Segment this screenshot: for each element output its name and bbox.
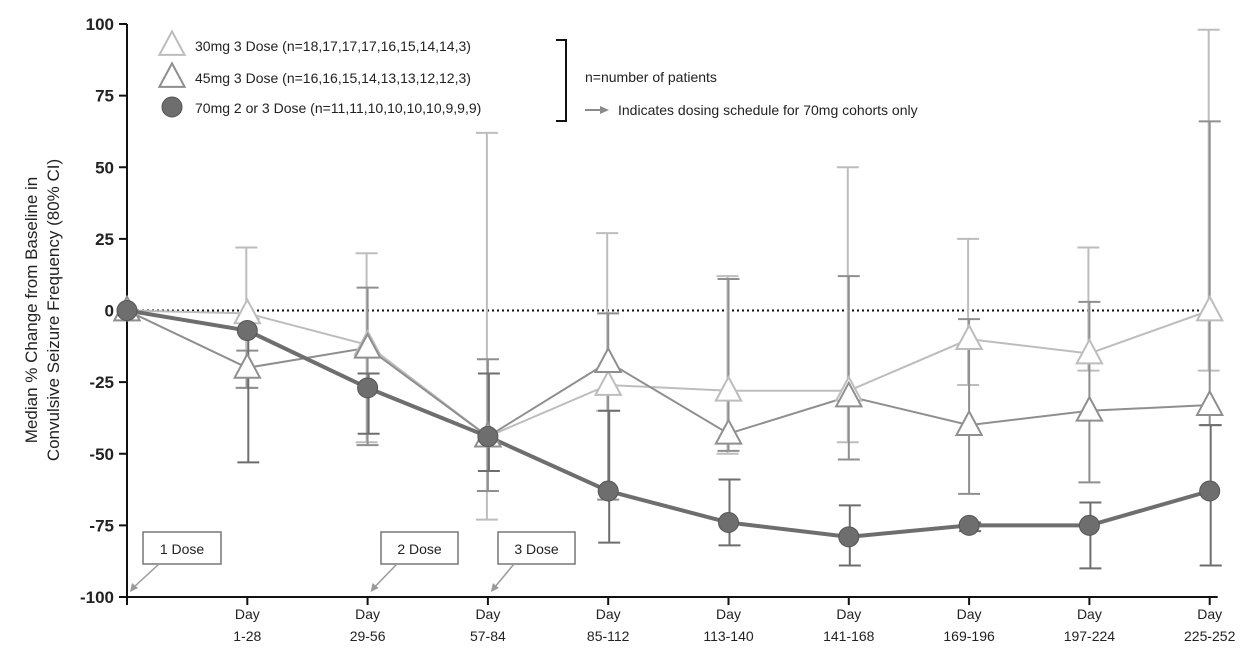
data-point — [1077, 397, 1102, 421]
x-tick-label-day: Day — [1077, 606, 1102, 622]
series-line — [127, 311, 1210, 537]
data-point — [598, 481, 618, 501]
y-tick-label: 75 — [95, 87, 114, 106]
dose-callout-label: 3 Dose — [514, 541, 559, 557]
data-point — [716, 377, 741, 401]
y-tick-label: 100 — [86, 15, 114, 34]
x-tick-label-range: 141-168 — [823, 628, 875, 644]
x-tick-label-day: Day — [1197, 606, 1222, 622]
x-tick-label-range: 197-224 — [1064, 628, 1116, 644]
y-tick-label: -75 — [89, 516, 114, 535]
x-tick-label-range: 225-252 — [1184, 628, 1236, 644]
series-line — [127, 311, 1210, 437]
data-point — [596, 371, 621, 395]
x-tick-label-day: Day — [716, 606, 741, 622]
x-tick-label-range: 113-140 — [703, 628, 754, 644]
data-point — [956, 326, 981, 350]
dose-callout-arrow — [375, 564, 397, 587]
y-axis-label-line-1: Median % Change from Baseline in — [22, 177, 41, 443]
dose-callout-arrow — [495, 564, 514, 587]
data-point — [1200, 481, 1220, 501]
x-tick-label-day: Day — [596, 606, 621, 622]
y-axis-label: Median % Change from Baseline in Convulsi… — [22, 159, 63, 461]
x-tick-label-range: 85-112 — [587, 628, 630, 644]
y-tick-label: 0 — [105, 302, 114, 321]
y-tick-label: 50 — [95, 158, 114, 177]
data-point — [358, 378, 378, 398]
arrow-legend-head — [600, 106, 609, 114]
x-tick-label-range: 57-84 — [470, 628, 506, 644]
legend-marker-triangle — [159, 63, 184, 87]
data-point — [959, 515, 979, 535]
dose-callout-arrow — [134, 564, 159, 587]
legend-entry: 30mg 3 Dose (n=18,17,17,17,16,15,14,14,3… — [195, 38, 471, 54]
x-tick-label-range: 1-28 — [233, 628, 261, 644]
x-tick-label-day: Day — [355, 606, 380, 622]
series-line — [127, 311, 1210, 437]
y-tick-label: -50 — [89, 445, 114, 464]
y-tick-label: -100 — [80, 588, 114, 607]
x-tick-label-day: Day — [475, 606, 500, 622]
data-point — [237, 321, 257, 341]
x-tick-label-range: 29-56 — [350, 628, 386, 644]
legend-entry: 45mg 3 Dose (n=16,16,15,14,13,13,12,12,3… — [195, 70, 471, 86]
data-point — [1197, 297, 1222, 321]
x-tick-label-day: Day — [836, 606, 861, 622]
y-tick-label: 25 — [95, 230, 114, 249]
y-tick-label: -25 — [89, 373, 114, 392]
x-tick-label-day: Day — [235, 606, 260, 622]
data-point — [1079, 515, 1099, 535]
legend-bracket — [556, 40, 566, 121]
arrow-note: Indicates dosing schedule for 70mg cohor… — [618, 102, 918, 118]
legend-entry: 70mg 2 or 3 Dose (n=11,11,10,10,10,10,9,… — [195, 100, 481, 116]
dose-callout-label: 1 Dose — [160, 541, 205, 557]
x-tick-label-range: 169-196 — [943, 628, 995, 644]
data-point — [719, 513, 739, 533]
legend-marker-circle — [162, 97, 182, 117]
data-point — [596, 348, 621, 372]
n-note: n=number of patients — [585, 69, 717, 85]
data-point — [1197, 391, 1222, 415]
legend-marker-triangle — [159, 31, 184, 55]
data-point — [839, 527, 859, 547]
data-point — [478, 427, 498, 447]
dose-callout-label: 2 Dose — [397, 541, 442, 557]
x-tick-label-day: Day — [957, 606, 982, 622]
y-axis-label-line-2: Convulsive Seizure Frequency (80% CI) — [44, 159, 63, 461]
data-point — [117, 301, 137, 321]
